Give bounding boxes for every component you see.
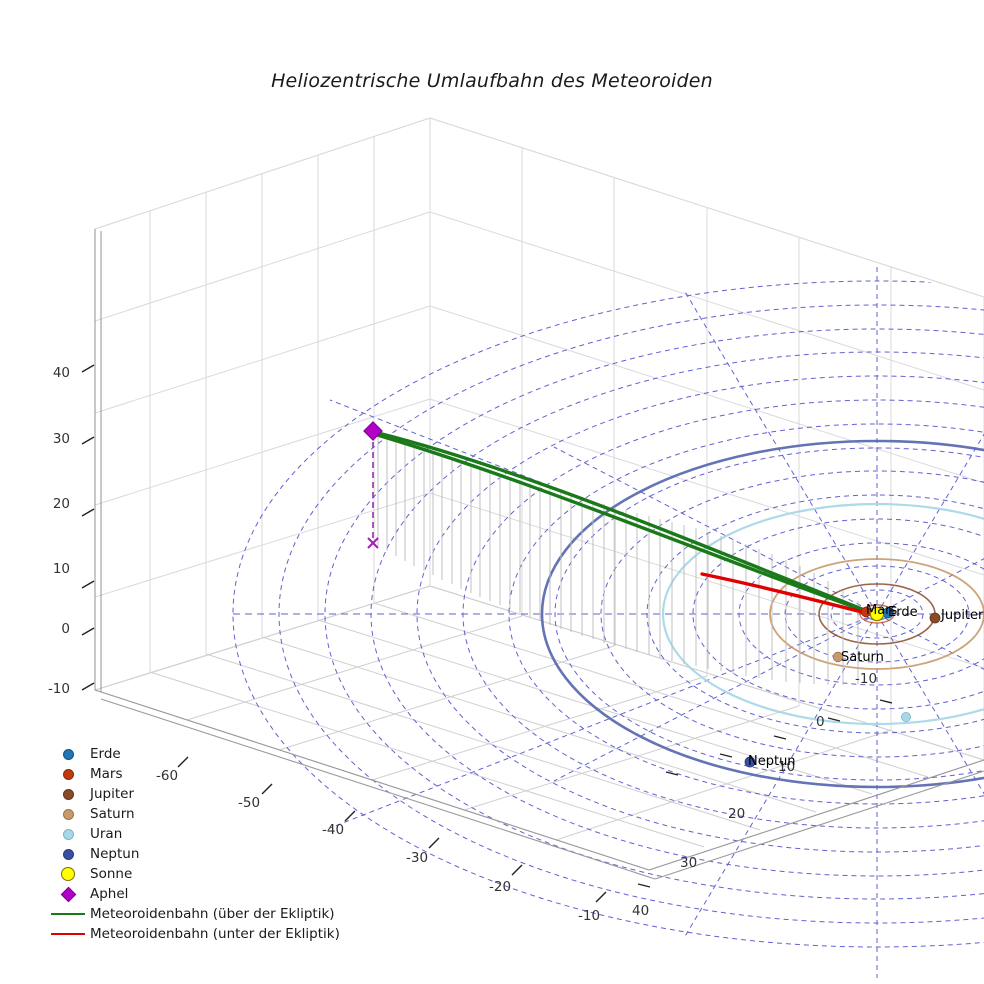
legend-marker-saturn [46, 808, 90, 820]
aphel-projection-x-marker [367, 537, 379, 549]
legend-label-saturn: Saturn [90, 806, 135, 822]
z-tick-label-1: 30 [52, 431, 70, 447]
legend-marker-aphel [46, 886, 90, 902]
y-tick-label-4: 30 [680, 855, 698, 871]
z-tick-label-5: -10 [47, 681, 70, 697]
legend-line-above-ecliptic [46, 913, 90, 915]
legend-label-erde: Erde [90, 746, 121, 762]
z-axis-ticks [81, 364, 95, 691]
legend-line-below-ecliptic [46, 933, 90, 935]
legend-item-erde: Erde [46, 744, 346, 764]
legend-item-orbit-below: Meteoroidenbahn (unter der Ekliptik) [46, 924, 346, 944]
marker-jupiter [929, 612, 941, 624]
annotation-erde: Erde [888, 605, 918, 620]
trajectory-below-ecliptic [700, 572, 876, 617]
y-tick-label-1: 0 [816, 714, 825, 730]
x-tick-label-3: -30 [406, 850, 429, 866]
legend-label-neptun: Neptun [90, 846, 140, 862]
marker-saturn [832, 651, 844, 663]
legend-label-orbit-below: Meteoroidenbahn (unter der Ekliptik) [90, 926, 340, 942]
legend-label-mars: Mars [90, 766, 123, 782]
legend-marker-mars [46, 768, 90, 780]
z-tick-label-2: 20 [52, 496, 70, 512]
legend-marker-uran [46, 828, 90, 840]
annotation-saturn: Saturn [841, 650, 884, 665]
legend-label-aphel: Aphel [90, 886, 129, 902]
annotation-jupiter: Jupiter [941, 608, 984, 623]
legend-item-mars: Mars [46, 764, 346, 784]
legend-label-orbit-above: Meteoroidenbahn (über der Ekliptik) [90, 906, 335, 922]
x-tick-label-2: -40 [322, 822, 345, 838]
aphel-diamond-marker [363, 421, 383, 441]
legend-marker-neptun [46, 848, 90, 860]
polar-grid [232, 250, 984, 978]
x-tick-label-5: -10 [578, 908, 601, 924]
marker-neptun [744, 756, 756, 768]
y-tick-label-5: 40 [632, 903, 650, 919]
x-tick-label-1: -50 [238, 795, 261, 811]
right-wall-vertical-gridlines [429, 118, 984, 760]
trajectory-above-ecliptic-outbound [372, 430, 874, 615]
orbit-neptun [540, 439, 984, 789]
orbit-uran [661, 502, 984, 726]
x-axis-ticks [177, 756, 607, 903]
legend-marker-jupiter [46, 788, 90, 800]
legend: Erde Mars Jupiter Saturn Uran Neptun Son… [46, 744, 346, 944]
legend-item-uran: Uran [46, 824, 346, 844]
annotation-neptun: Neptun [748, 754, 796, 769]
legend-item-aphel: Aphel [46, 884, 346, 904]
trajectory-above-ecliptic-inbound [372, 432, 876, 616]
legend-item-saturn: Saturn [46, 804, 346, 824]
y-tick-label-0: -10 [855, 671, 878, 687]
legend-marker-sonne [46, 867, 90, 881]
legend-marker-erde [46, 748, 90, 760]
axis-spines [94, 229, 984, 880]
z-tick-label-4: 0 [61, 621, 70, 637]
plot-title: Heliozentrische Umlaufbahn des Meteoroid… [271, 70, 713, 92]
legend-label-uran: Uran [90, 826, 123, 842]
legend-item-neptun: Neptun [46, 844, 346, 864]
planet-orbits [540, 439, 984, 789]
marker-uran [901, 712, 912, 723]
legend-item-orbit-above: Meteoroidenbahn (über der Ekliptik) [46, 904, 346, 924]
legend-label-jupiter: Jupiter [90, 786, 135, 802]
orbit-saturn [769, 558, 984, 670]
y-tick-label-2: 10 [778, 759, 796, 775]
x-tick-label-0: -60 [156, 768, 179, 784]
marker-sonne [869, 606, 885, 622]
legend-item-sonne: Sonne [46, 864, 346, 884]
left-wall-vertical-gridlines [94, 118, 431, 690]
z-tick-label-3: 10 [52, 561, 70, 577]
y-axis-ticks [637, 699, 893, 888]
legend-label-sonne: Sonne [90, 866, 133, 882]
z-tick-label-0: 40 [52, 365, 70, 381]
annotation-mars: Mars [866, 603, 898, 618]
y-tick-label-3: 20 [728, 806, 746, 822]
legend-item-jupiter: Jupiter [46, 784, 346, 804]
x-tick-label-4: -20 [489, 879, 512, 895]
orbit-mars [859, 604, 895, 624]
body-markers [744, 606, 941, 768]
trajectory-stems [377, 435, 859, 685]
